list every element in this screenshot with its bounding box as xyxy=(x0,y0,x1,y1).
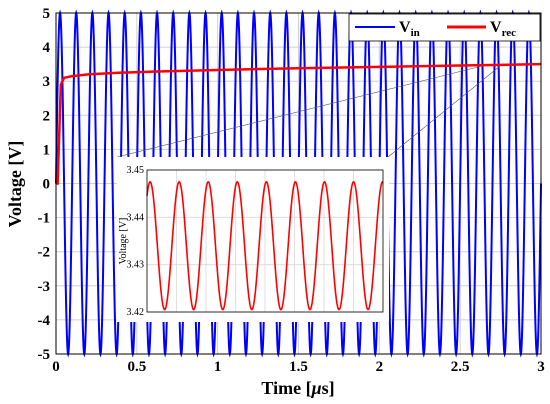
main-tick-labels: 0 0.5 1 1.5 2 2.5 3 -5 -4 -3 -2 -1 0 1 2 3 4 5 xyxy=(38,6,545,375)
inset-y-tick-label: 3.42 xyxy=(127,307,145,318)
x-axis-label: Time [μs] xyxy=(261,378,334,398)
y-tick-label: -3 xyxy=(38,279,51,295)
main-plot-frame xyxy=(55,12,542,355)
y-tick-label: 0 xyxy=(43,177,51,193)
inset-chart: 3.42 3.43 3.44 3.45 Voltage [V] xyxy=(117,157,389,322)
inset-y-tick-label: 3.44 xyxy=(127,212,145,223)
x-tick-label: 2 xyxy=(376,359,384,375)
y-tick-label: 5 xyxy=(43,6,51,22)
inset-series-group xyxy=(146,180,384,311)
inset-series-vrec-line xyxy=(146,180,384,311)
legend-label-vin: Vin xyxy=(399,19,420,39)
inset-y-tick-label: 3.45 xyxy=(127,165,145,176)
y-tick-label: 1 xyxy=(43,142,51,158)
y-tick-label: -4 xyxy=(38,313,51,329)
zoom-line-left xyxy=(116,65,483,158)
y-tick-label: 4 xyxy=(43,40,51,56)
inset-y-tick-label: 3.43 xyxy=(127,260,145,271)
legend-label-vrec: Vrec xyxy=(490,19,516,39)
y-tick-label: -1 xyxy=(38,211,51,227)
inset-frame xyxy=(146,169,384,313)
x-tick-label: 0.5 xyxy=(127,359,146,375)
zoom-line-right xyxy=(387,65,501,158)
legend: Vin Vrec xyxy=(348,13,541,42)
inset-y-axis-label: Voltage [V] xyxy=(118,218,129,265)
x-tick-label: 3 xyxy=(537,359,545,375)
x-tick-label: 0 xyxy=(52,359,60,375)
inset-background xyxy=(117,157,389,322)
y-tick-label: 2 xyxy=(43,108,51,124)
inset-tick-labels: 3.42 3.43 3.44 3.45 xyxy=(127,165,145,318)
x-tick-label: 1.5 xyxy=(289,359,308,375)
y-tick-label: -2 xyxy=(38,245,51,261)
series-vrec-line xyxy=(56,62,542,185)
y-axis-label: Voltage [V] xyxy=(5,141,25,228)
x-tick-label: 1 xyxy=(214,359,222,375)
x-tick-label: 2.5 xyxy=(451,359,470,375)
y-tick-label: -5 xyxy=(38,347,51,363)
y-tick-label: 3 xyxy=(43,74,51,90)
